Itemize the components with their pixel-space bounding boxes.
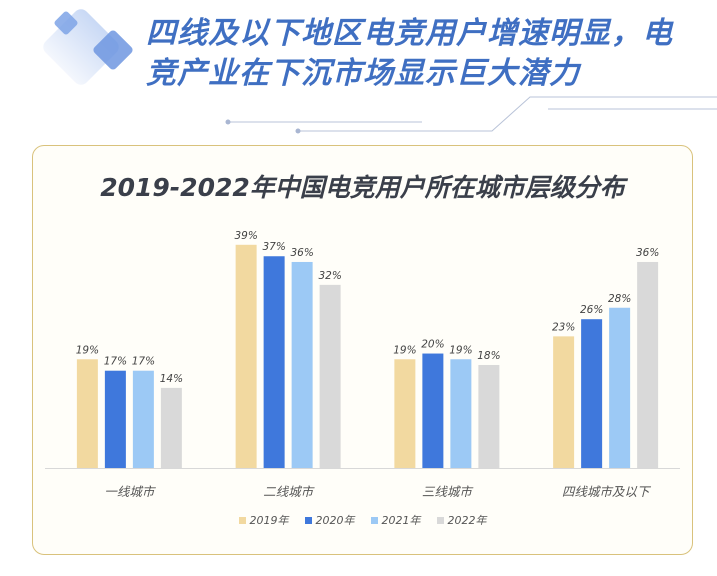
legend-swatch: [238, 516, 246, 524]
data-label: 32%: [318, 270, 341, 282]
x-tick-label: 一线城市: [104, 484, 157, 499]
legend-item: 2020年: [304, 512, 355, 528]
legend-item: 2021年: [370, 512, 421, 528]
bar-2019年-二线城市: [235, 244, 257, 468]
x-tick-label: 四线城市及以下: [562, 484, 652, 499]
chart-card: 2019-2022年中国电竞用户所在城市层级分布 19% 17% 17% 14% 一线城…: [32, 145, 693, 555]
data-label: 23%: [552, 321, 575, 333]
page-headline: 四线及以下地区电竞用户增速明显，电 竞产业在下沉市场显示巨大潜力: [146, 14, 706, 94]
bar-2021年-二线城市: [291, 261, 313, 468]
legend-label: 2019年: [249, 514, 289, 527]
header-decoration: [43, 9, 717, 134]
x-tick-label: 三线城市: [422, 484, 475, 499]
bar-2021年-一线城市: [132, 370, 154, 468]
data-label: 28%: [608, 293, 631, 305]
legend-label: 2020年: [315, 514, 355, 527]
data-label: 17%: [104, 356, 127, 368]
data-label: 17%: [132, 356, 155, 368]
bar-2021年-四线城市及以下: [609, 307, 631, 468]
legend-swatch: [436, 516, 444, 524]
bar-2020年-三线城市: [422, 353, 444, 468]
data-label: 37%: [262, 241, 285, 253]
chart-legend: 2019年 2020年 2021年 2022年: [33, 512, 692, 528]
data-label: 26%: [580, 304, 603, 316]
bar-2019年-三线城市: [394, 359, 416, 468]
bar-2019年-一线城市: [76, 359, 98, 468]
bar-2019年-四线城市及以下: [553, 336, 575, 468]
bar-2020年-一线城市: [104, 370, 126, 468]
bar-2020年-二线城市: [263, 256, 285, 468]
bar-2020年-四线城市及以下: [581, 319, 603, 468]
bar-chart: 19% 17% 17% 14% 一线城市 39% 37% 36% 32% 二线城市 19% 20% 19…: [45, 230, 680, 499]
legend-swatch: [304, 516, 312, 524]
decorative-lines: [228, 96, 717, 132]
bar-2022年-四线城市及以下: [637, 261, 659, 468]
legend-item: 2022年: [436, 512, 487, 528]
data-label: 20%: [421, 339, 444, 351]
bar-2022年-三线城市: [478, 364, 500, 468]
x-tick-label: 二线城市: [263, 484, 316, 499]
legend-swatch: [370, 516, 378, 524]
data-label: 36%: [290, 247, 313, 259]
data-label: 39%: [234, 230, 257, 242]
data-label: 36%: [636, 247, 659, 259]
legend-label: 2021年: [381, 514, 421, 527]
legend-item: 2019年: [238, 512, 289, 528]
chart-title: 2019-2022年中国电竞用户所在城市层级分布: [100, 173, 625, 202]
diamond-squares-icon: [43, 9, 133, 85]
legend-label: 2022年: [447, 514, 487, 527]
headline-line-1: 四线及以下地区电竞用户增速明显，电: [146, 16, 673, 51]
data-label: 14%: [160, 373, 183, 385]
bar-2021年-三线城市: [450, 359, 472, 468]
data-label: 19%: [393, 344, 416, 356]
bar-2022年-一线城市: [160, 387, 182, 468]
bar-2022年-二线城市: [319, 284, 341, 468]
data-label: 19%: [449, 344, 472, 356]
headline-line-2: 竞产业在下沉市场显示巨大潜力: [146, 56, 580, 91]
data-label: 19%: [76, 344, 99, 356]
data-label: 18%: [477, 350, 500, 362]
